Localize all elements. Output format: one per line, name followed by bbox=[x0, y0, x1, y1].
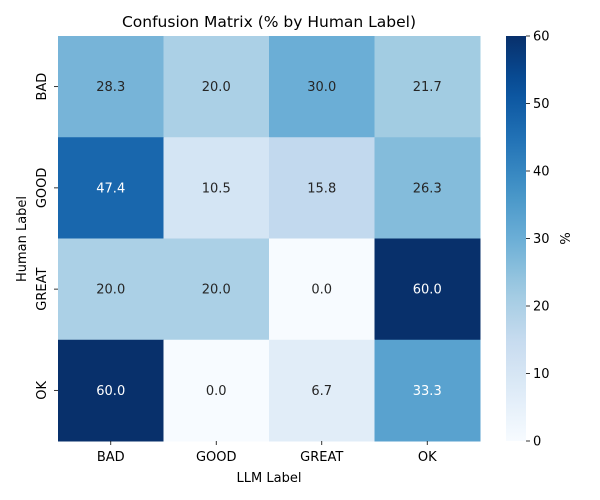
heatmap-cell-labels: 28.3 20.0 30.0 21.7 47.4 10.5 15.8 26.3 20.0 20.0… bbox=[96, 80, 441, 399]
colorbar-tick-label: 50 bbox=[533, 97, 550, 112]
y-tick-label: GREAT bbox=[35, 267, 50, 310]
colorbar-tick-label: 10 bbox=[533, 367, 550, 382]
cell-value-label: 0.0 bbox=[206, 384, 227, 399]
cell-value-label: 6.7 bbox=[311, 384, 332, 399]
x-tick-label: GOOD bbox=[196, 450, 237, 465]
y-axis-label: Human Label bbox=[15, 196, 30, 282]
cell-value-label: 15.8 bbox=[307, 181, 336, 196]
cell-value-label: 20.0 bbox=[202, 80, 231, 95]
cell-value-label: 20.0 bbox=[202, 283, 231, 298]
heatmap-cell-great-good bbox=[163, 238, 270, 341]
heatmap-cell-ok-good bbox=[163, 339, 270, 442]
heatmap-cell-ok-bad bbox=[58, 339, 164, 442]
colorbar: 0 10 20 30 40 50 60 bbox=[506, 30, 550, 450]
chart-title: Confusion Matrix (% by Human Label) bbox=[122, 13, 416, 31]
colorbar-tick-label: 40 bbox=[533, 165, 550, 180]
cell-value-label: 47.4 bbox=[96, 181, 125, 196]
heatmap-cell-good-ok bbox=[374, 137, 481, 239]
cell-value-label: 21.7 bbox=[413, 80, 442, 95]
cell-value-label: 60.0 bbox=[413, 283, 442, 298]
x-tick-label: GREAT bbox=[300, 450, 343, 465]
colorbar-label: % bbox=[559, 232, 574, 244]
heatmap-cell-bad-bad bbox=[58, 36, 164, 138]
cell-value-label: 26.3 bbox=[413, 181, 442, 196]
heatmap-cell-bad-good bbox=[163, 36, 270, 138]
colorbar-tick-label: 0 bbox=[533, 435, 541, 450]
cell-value-label: 28.3 bbox=[96, 80, 125, 95]
heatmap-cell-ok-great bbox=[269, 339, 375, 442]
x-axis: BAD GOOD GREAT OK bbox=[97, 441, 437, 465]
heatmap-cell-good-good bbox=[163, 137, 270, 239]
heatmap-cells bbox=[58, 36, 481, 442]
cell-value-label: 0.0 bbox=[311, 283, 332, 298]
x-tick-label: BAD bbox=[97, 450, 125, 465]
cell-value-label: 60.0 bbox=[96, 384, 125, 399]
x-tick-label: OK bbox=[418, 450, 437, 465]
cell-value-label: 33.3 bbox=[413, 384, 442, 399]
colorbar-gradient bbox=[506, 36, 526, 441]
heatmap-cell-bad-ok bbox=[374, 36, 481, 138]
heatmap-cell-good-bad bbox=[58, 137, 164, 239]
x-axis-label: LLM Label bbox=[237, 471, 302, 486]
cell-value-label: 30.0 bbox=[307, 80, 336, 95]
colorbar-tick-label: 60 bbox=[533, 30, 550, 45]
heatmap-cell-bad-great bbox=[269, 36, 375, 138]
heatmap-cell-great-ok bbox=[374, 238, 481, 341]
colorbar-tick-label: 30 bbox=[533, 232, 550, 247]
cell-value-label: 20.0 bbox=[96, 283, 125, 298]
heatmap-cell-good-great bbox=[269, 137, 375, 239]
cell-value-label: 10.5 bbox=[202, 181, 231, 196]
heatmap-cell-ok-ok bbox=[374, 339, 481, 442]
y-tick-label: GOOD bbox=[35, 168, 50, 209]
heatmap-cell-great-great bbox=[269, 238, 375, 341]
y-axis: BAD GOOD GREAT OK bbox=[35, 73, 58, 400]
y-tick-label: BAD bbox=[35, 73, 50, 101]
y-tick-label: OK bbox=[35, 381, 50, 400]
heatmap-cell-great-bad bbox=[58, 238, 164, 341]
colorbar-tick-label: 20 bbox=[533, 300, 550, 315]
